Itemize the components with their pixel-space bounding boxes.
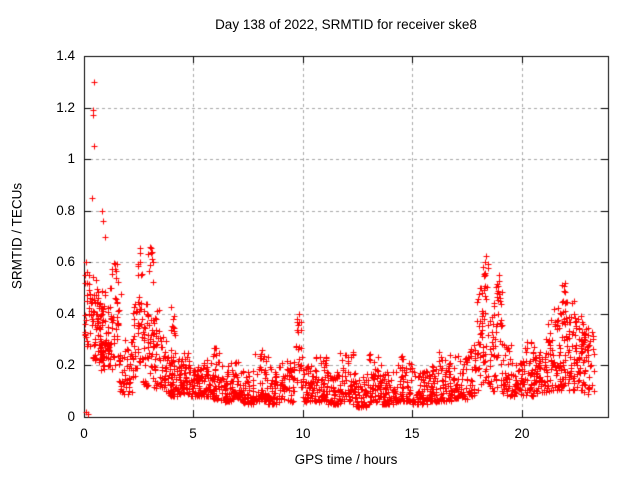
x-tick-label: 10 (295, 426, 311, 441)
y-tick-label: 0.8 (56, 203, 75, 218)
x-tick-label: 15 (404, 426, 420, 441)
x-tick-label: 20 (514, 426, 530, 441)
x-axis-label: GPS time / hours (294, 452, 398, 467)
chart-title: Day 138 of 2022, SRMTID for receiver ske… (215, 17, 477, 32)
y-tick-label: 0.6 (56, 254, 75, 269)
x-tick-label: 5 (189, 426, 197, 441)
y-tick-label: 0.2 (56, 357, 75, 372)
x-tick-label: 0 (80, 426, 88, 441)
y-tick-label: 1.4 (56, 48, 75, 63)
y-axis-label-text: SRMTID / TECUs (9, 182, 25, 290)
y-tick-label: 1.2 (56, 100, 75, 115)
y-tick-label: 0 (67, 409, 75, 424)
y-tick-label: 0.4 (56, 306, 75, 321)
y-tick-label: 1 (67, 151, 75, 166)
